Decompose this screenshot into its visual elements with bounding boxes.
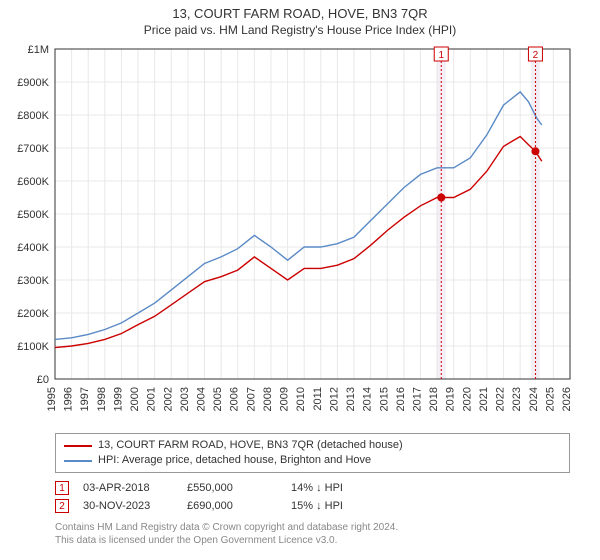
svg-text:2017: 2017: [411, 387, 423, 411]
svg-text:2018: 2018: [428, 387, 440, 411]
svg-text:£0: £0: [37, 374, 49, 386]
sale-note-row: 2 30-NOV-2023 £690,000 15% ↓ HPI: [55, 497, 570, 515]
svg-text:2011: 2011: [312, 387, 324, 411]
svg-text:1: 1: [438, 50, 444, 61]
sale-notes: 1 03-APR-2018 £550,000 14% ↓ HPI 2 30-NO…: [55, 479, 570, 515]
sale-marker-badge: 1: [55, 481, 69, 495]
svg-text:2013: 2013: [345, 387, 357, 411]
svg-text:1995: 1995: [46, 387, 58, 411]
svg-text:2005: 2005: [212, 387, 224, 411]
svg-text:2003: 2003: [179, 387, 191, 411]
svg-text:2004: 2004: [196, 387, 208, 411]
sale-delta: 15% ↓ HPI: [291, 500, 381, 512]
svg-text:2009: 2009: [279, 387, 291, 411]
svg-text:2000: 2000: [129, 387, 141, 411]
svg-text:1998: 1998: [96, 387, 108, 411]
svg-text:2014: 2014: [362, 387, 374, 411]
svg-text:2001: 2001: [146, 387, 158, 411]
sale-marker-badge: 2: [55, 499, 69, 513]
sale-price: £550,000: [187, 482, 277, 494]
svg-text:2020: 2020: [461, 387, 473, 411]
legend-swatch: [64, 460, 92, 462]
chart-title: 13, COURT FARM ROAD, HOVE, BN3 7QR: [0, 0, 600, 21]
svg-text:2015: 2015: [378, 387, 390, 411]
legend-label: 13, COURT FARM ROAD, HOVE, BN3 7QR (deta…: [98, 438, 403, 453]
footer-line: This data is licensed under the Open Gov…: [55, 534, 570, 547]
sale-date: 03-APR-2018: [83, 482, 173, 494]
svg-text:£800K: £800K: [17, 110, 49, 122]
svg-text:2010: 2010: [295, 387, 307, 411]
svg-text:£100K: £100K: [17, 341, 49, 353]
line-chart-svg: £0 £100K £200K £300K £400K £500K £600K £700K £80…: [0, 39, 600, 429]
svg-text:2024: 2024: [528, 387, 540, 411]
svg-text:2008: 2008: [262, 387, 274, 411]
svg-text:£200K: £200K: [17, 308, 49, 320]
sale-price: £690,000: [187, 500, 277, 512]
svg-text:2026: 2026: [561, 387, 573, 411]
svg-text:2025: 2025: [544, 387, 556, 411]
svg-text:2006: 2006: [229, 387, 241, 411]
svg-text:£400K: £400K: [17, 242, 49, 254]
legend: 13, COURT FARM ROAD, HOVE, BN3 7QR (deta…: [55, 433, 570, 473]
svg-text:2022: 2022: [495, 387, 507, 411]
svg-text:£900K: £900K: [17, 77, 49, 89]
svg-text:£500K: £500K: [17, 209, 49, 221]
svg-text:2019: 2019: [445, 387, 457, 411]
svg-text:£1M: £1M: [28, 44, 49, 56]
svg-text:£300K: £300K: [17, 275, 49, 287]
chart-container: 13, COURT FARM ROAD, HOVE, BN3 7QR Price…: [0, 0, 600, 560]
footer-line: Contains HM Land Registry data © Crown c…: [55, 521, 570, 534]
svg-text:2012: 2012: [328, 387, 340, 411]
svg-text:1999: 1999: [112, 387, 124, 411]
legend-item: 13, COURT FARM ROAD, HOVE, BN3 7QR (deta…: [64, 438, 561, 453]
legend-swatch: [64, 445, 92, 447]
svg-text:1997: 1997: [79, 387, 91, 411]
svg-text:2: 2: [533, 50, 539, 61]
sale-date: 30-NOV-2023: [83, 500, 173, 512]
legend-item: HPI: Average price, detached house, Brig…: [64, 453, 561, 468]
chart-subtitle: Price paid vs. HM Land Registry's House …: [0, 21, 600, 39]
sale-delta: 14% ↓ HPI: [291, 482, 381, 494]
svg-text:1996: 1996: [63, 387, 75, 411]
svg-text:2021: 2021: [478, 387, 490, 411]
svg-text:2023: 2023: [511, 387, 523, 411]
chart-plot-area: £0 £100K £200K £300K £400K £500K £600K £700K £80…: [0, 39, 600, 429]
svg-text:2002: 2002: [162, 387, 174, 411]
sale-note-row: 1 03-APR-2018 £550,000 14% ↓ HPI: [55, 479, 570, 497]
svg-text:£600K: £600K: [17, 176, 49, 188]
svg-text:2016: 2016: [395, 387, 407, 411]
svg-text:2007: 2007: [245, 387, 257, 411]
attribution-footer: Contains HM Land Registry data © Crown c…: [55, 521, 570, 547]
svg-text:£700K: £700K: [17, 143, 49, 155]
legend-label: HPI: Average price, detached house, Brig…: [98, 453, 371, 468]
